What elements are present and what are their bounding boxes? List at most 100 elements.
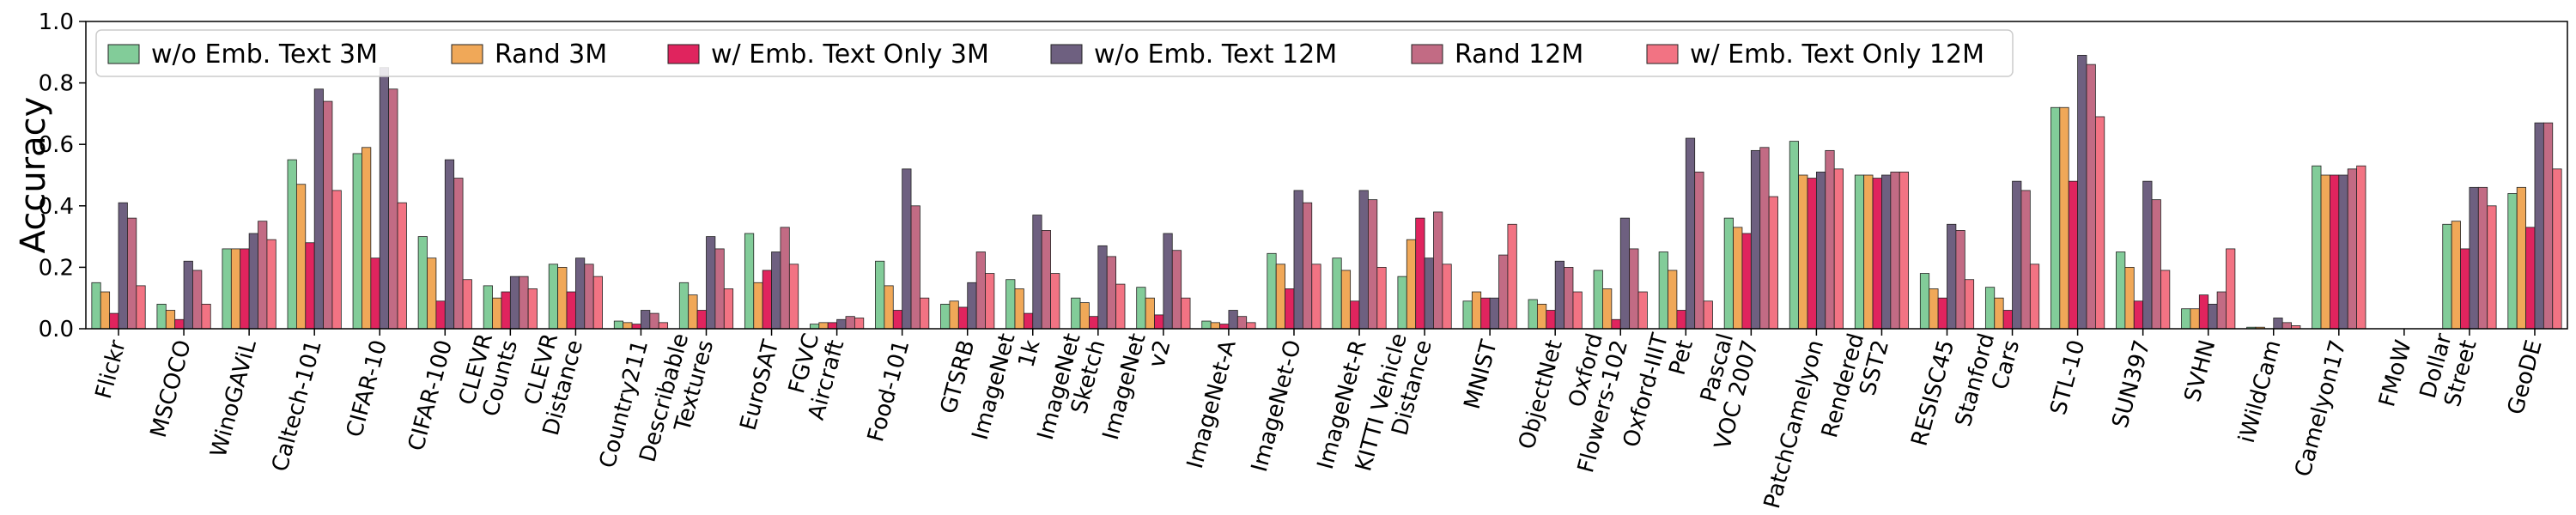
y-tick-label: 0.0 <box>39 317 74 342</box>
bar-6 <box>1507 223 1517 330</box>
bar-3 <box>1350 300 1360 330</box>
bar-6 <box>527 288 538 330</box>
bar-2 <box>2124 266 2135 330</box>
bar-3 <box>566 291 576 330</box>
bar-4 <box>2273 318 2283 330</box>
bars-layer <box>91 54 2562 330</box>
bar-1 <box>2312 165 2322 330</box>
bar-2 <box>753 282 763 330</box>
bar-4 <box>1228 310 1238 330</box>
bar-5 <box>910 205 920 330</box>
legend-label: w/ Emb. Text Only 12M <box>1690 39 1984 70</box>
x-tick-label-line: PatchCamelyon <box>1759 337 1829 512</box>
bar-1 <box>810 324 820 330</box>
bar-1 <box>1593 270 1603 330</box>
bar-6 <box>723 288 734 330</box>
legend-swatch <box>107 44 140 64</box>
x-tick-label: ImageNetv2 <box>1098 330 1176 449</box>
bar-1 <box>1005 279 1016 330</box>
x-tick-label-line: Food-101 <box>863 337 914 445</box>
bar-1 <box>287 159 297 330</box>
bar-2 <box>1536 303 1547 330</box>
bar-6 <box>1246 322 1256 330</box>
bar-3 <box>2330 174 2340 330</box>
legend-swatch <box>451 44 483 64</box>
bar-5 <box>323 100 333 330</box>
legend-label: w/o Emb. Text 12M <box>1094 39 1337 70</box>
bar-4 <box>1293 190 1303 330</box>
bar-4 <box>1619 217 1631 330</box>
legend-label: Rand 12M <box>1455 39 1583 70</box>
bar-4 <box>444 159 455 330</box>
x-tick-label: Food-101 <box>863 337 914 445</box>
x-tick-label-line: iWildCam <box>2234 337 2287 445</box>
bar-2 <box>1145 297 1155 330</box>
bar-4 <box>1032 215 1042 330</box>
bar-3 <box>370 258 380 330</box>
x-tick-label: ObjectNet <box>1514 337 1568 452</box>
bar-6 <box>462 279 472 330</box>
bar-6 <box>1311 264 1321 330</box>
legend-swatch <box>667 44 700 64</box>
bar-4 <box>574 258 586 330</box>
bar-2 <box>1863 174 1874 330</box>
x-tick-label: DollarStreet <box>2415 330 2482 409</box>
bar-2 <box>361 147 372 330</box>
bar-4 <box>1424 258 1434 330</box>
bar-3 <box>1741 233 1752 330</box>
bar-3 <box>1937 297 1947 330</box>
bar-4 <box>1489 297 1499 330</box>
bar-4 <box>1097 245 1108 330</box>
bar-5 <box>2347 168 2358 330</box>
bar-3 <box>1546 310 1556 330</box>
bar-2 <box>1798 174 1808 330</box>
bar-5 <box>1041 230 1051 330</box>
x-tick-label: CLEVRDistance <box>513 330 588 438</box>
bar-2 <box>165 310 176 330</box>
bar-1 <box>483 285 493 330</box>
bar-1 <box>2050 106 2061 330</box>
bar-5 <box>2086 64 2096 330</box>
bar-2 <box>1210 322 1220 330</box>
legend-swatch <box>1646 44 1679 64</box>
bar-5 <box>1171 250 1182 330</box>
bar-1 <box>1789 141 1800 330</box>
bar-5 <box>192 270 203 330</box>
y-tick-label: 1.0 <box>39 9 74 35</box>
bar-4 <box>1358 190 1369 330</box>
bar-5 <box>127 217 137 330</box>
bar-6 <box>788 264 799 330</box>
bar-6 <box>658 322 669 330</box>
x-tick-label-line: RESISC45 <box>1907 337 1960 449</box>
x-tick-label-line: ImageNet-A <box>1182 337 1242 471</box>
bar-2 <box>2190 308 2200 330</box>
bar-3 <box>1872 178 1882 330</box>
x-tick-label: WinoGAViL <box>206 337 262 460</box>
x-tick-label: SVHN <box>2180 337 2221 405</box>
bar-1 <box>91 282 101 330</box>
bar-6 <box>1964 279 1975 330</box>
bar-5 <box>2543 122 2554 330</box>
bar-4 <box>902 168 912 330</box>
x-tick-label-line: Camelyon17 <box>2290 337 2351 480</box>
x-tick-label: CIFAR-10 <box>342 337 392 439</box>
bar-4 <box>248 233 258 330</box>
bar-6 <box>1703 300 1713 330</box>
bar-1 <box>744 233 755 330</box>
bar-3 <box>1154 314 1164 330</box>
bar-6 <box>1637 291 1648 330</box>
bar-3 <box>2198 294 2209 330</box>
bar-3 <box>109 312 119 330</box>
bar-3 <box>2002 310 2013 330</box>
x-tick-label: CIFAR-100 <box>404 337 458 453</box>
x-tick-label: ImageNet-A <box>1182 337 1242 471</box>
bar-3 <box>892 310 903 330</box>
x-axis: Flickr MSCOCO WinoGAViL Caltech-101 CIFAR-10… <box>91 329 2548 512</box>
plot-frame <box>85 21 2568 330</box>
bar-5 <box>2281 322 2292 330</box>
bar-5 <box>845 316 855 330</box>
bar-5 <box>1302 202 1313 330</box>
bar-4 <box>1750 149 1761 330</box>
bar-2 <box>2516 186 2526 330</box>
